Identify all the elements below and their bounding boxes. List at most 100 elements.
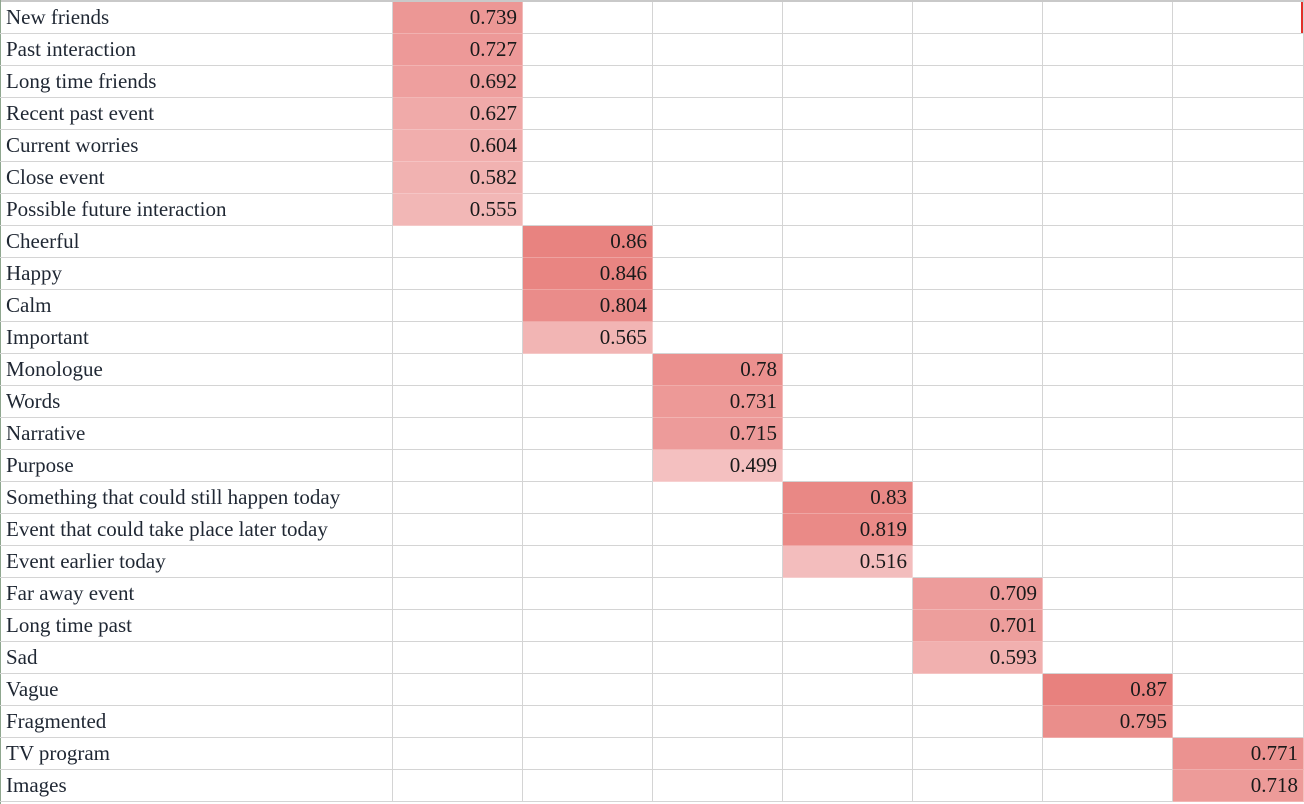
empty-cell[interactable] [783, 322, 913, 354]
empty-cell[interactable] [523, 546, 653, 578]
empty-cell[interactable] [913, 34, 1043, 66]
empty-cell[interactable] [393, 578, 523, 610]
loading-value-cell[interactable]: 0.78 [653, 354, 783, 386]
empty-cell[interactable] [1173, 674, 1304, 706]
empty-cell[interactable] [393, 354, 523, 386]
empty-cell[interactable] [393, 258, 523, 290]
empty-cell[interactable] [393, 738, 523, 770]
empty-cell[interactable] [1173, 546, 1304, 578]
empty-cell[interactable] [523, 578, 653, 610]
empty-cell[interactable] [783, 162, 913, 194]
row-label-cell[interactable]: Far away event [0, 578, 393, 610]
row-label-cell[interactable]: Fragmented [0, 706, 393, 738]
row-label-cell[interactable]: Purpose [0, 450, 393, 482]
empty-cell[interactable] [1173, 34, 1304, 66]
empty-cell[interactable] [1173, 578, 1304, 610]
empty-cell[interactable] [783, 354, 913, 386]
empty-cell[interactable] [1043, 738, 1173, 770]
row-label-cell[interactable]: Long time past [0, 610, 393, 642]
empty-cell[interactable] [783, 770, 913, 802]
empty-cell[interactable] [1043, 642, 1173, 674]
empty-cell[interactable] [913, 258, 1043, 290]
empty-cell[interactable] [393, 226, 523, 258]
empty-cell[interactable] [653, 642, 783, 674]
row-label-cell[interactable]: Possible future interaction [0, 194, 393, 226]
empty-cell[interactable] [1043, 770, 1173, 802]
empty-cell[interactable] [523, 610, 653, 642]
empty-cell[interactable] [653, 514, 783, 546]
empty-cell[interactable] [1173, 642, 1304, 674]
empty-cell[interactable] [1043, 34, 1173, 66]
empty-cell[interactable] [523, 642, 653, 674]
empty-cell[interactable] [913, 322, 1043, 354]
empty-cell[interactable] [653, 194, 783, 226]
empty-cell[interactable] [523, 130, 653, 162]
empty-cell[interactable] [913, 98, 1043, 130]
empty-cell[interactable] [393, 290, 523, 322]
empty-cell[interactable] [1043, 546, 1173, 578]
empty-cell[interactable] [783, 98, 913, 130]
empty-cell[interactable] [653, 770, 783, 802]
loading-value-cell[interactable]: 0.555 [393, 194, 523, 226]
empty-cell[interactable] [913, 738, 1043, 770]
empty-cell[interactable] [523, 98, 653, 130]
empty-cell[interactable] [653, 546, 783, 578]
empty-cell[interactable] [783, 34, 913, 66]
empty-cell[interactable] [1043, 258, 1173, 290]
row-label-cell[interactable]: Happy [0, 258, 393, 290]
empty-cell[interactable] [1173, 514, 1304, 546]
loading-value-cell[interactable]: 0.86 [523, 226, 653, 258]
loading-value-cell[interactable]: 0.846 [523, 258, 653, 290]
empty-cell[interactable] [1173, 482, 1304, 514]
empty-cell[interactable] [523, 34, 653, 66]
loading-value-cell[interactable]: 0.499 [653, 450, 783, 482]
empty-cell[interactable] [783, 386, 913, 418]
empty-cell[interactable] [523, 770, 653, 802]
row-label-cell[interactable]: Words [0, 386, 393, 418]
empty-cell[interactable] [913, 2, 1043, 34]
empty-cell[interactable] [393, 514, 523, 546]
empty-cell[interactable] [523, 514, 653, 546]
empty-cell[interactable] [1173, 98, 1304, 130]
empty-cell[interactable] [783, 450, 913, 482]
empty-cell[interactable] [913, 514, 1043, 546]
empty-cell[interactable] [523, 450, 653, 482]
empty-cell[interactable] [913, 226, 1043, 258]
row-label-cell[interactable]: Recent past event [0, 98, 393, 130]
empty-cell[interactable] [393, 770, 523, 802]
empty-cell[interactable] [653, 162, 783, 194]
row-label-cell[interactable]: Cheerful [0, 226, 393, 258]
row-label-cell[interactable]: Current worries [0, 130, 393, 162]
row-label-cell[interactable]: Past interaction [0, 34, 393, 66]
empty-cell[interactable] [783, 226, 913, 258]
loading-value-cell[interactable]: 0.516 [783, 546, 913, 578]
empty-cell[interactable] [783, 130, 913, 162]
row-label-cell[interactable]: Vague [0, 674, 393, 706]
empty-cell[interactable] [913, 450, 1043, 482]
empty-cell[interactable] [1173, 610, 1304, 642]
empty-cell[interactable] [653, 578, 783, 610]
empty-cell[interactable] [913, 354, 1043, 386]
empty-cell[interactable] [653, 482, 783, 514]
empty-cell[interactable] [1173, 194, 1304, 226]
empty-cell[interactable] [523, 162, 653, 194]
row-label-cell[interactable]: Something that could still happen today [0, 482, 393, 514]
empty-cell[interactable] [783, 642, 913, 674]
loading-value-cell[interactable]: 0.727 [393, 34, 523, 66]
loading-value-cell[interactable]: 0.582 [393, 162, 523, 194]
loading-value-cell[interactable]: 0.718 [1173, 770, 1304, 802]
empty-cell[interactable] [393, 610, 523, 642]
empty-cell[interactable] [1043, 194, 1173, 226]
empty-cell[interactable] [653, 610, 783, 642]
empty-cell[interactable] [1043, 130, 1173, 162]
empty-cell[interactable] [783, 290, 913, 322]
empty-cell[interactable] [783, 738, 913, 770]
empty-cell[interactable] [1043, 386, 1173, 418]
empty-cell[interactable] [913, 546, 1043, 578]
empty-cell[interactable] [1043, 98, 1173, 130]
loading-value-cell[interactable]: 0.701 [913, 610, 1043, 642]
empty-cell[interactable] [913, 770, 1043, 802]
row-label-cell[interactable]: Long time friends [0, 66, 393, 98]
empty-cell[interactable] [653, 322, 783, 354]
empty-cell[interactable] [913, 130, 1043, 162]
